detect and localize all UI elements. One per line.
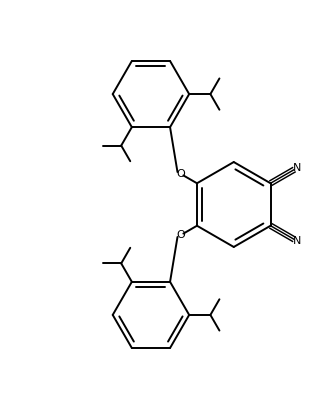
Text: O: O — [176, 230, 185, 240]
Text: O: O — [176, 169, 185, 179]
Text: N: N — [293, 236, 301, 246]
Text: N: N — [293, 163, 301, 173]
